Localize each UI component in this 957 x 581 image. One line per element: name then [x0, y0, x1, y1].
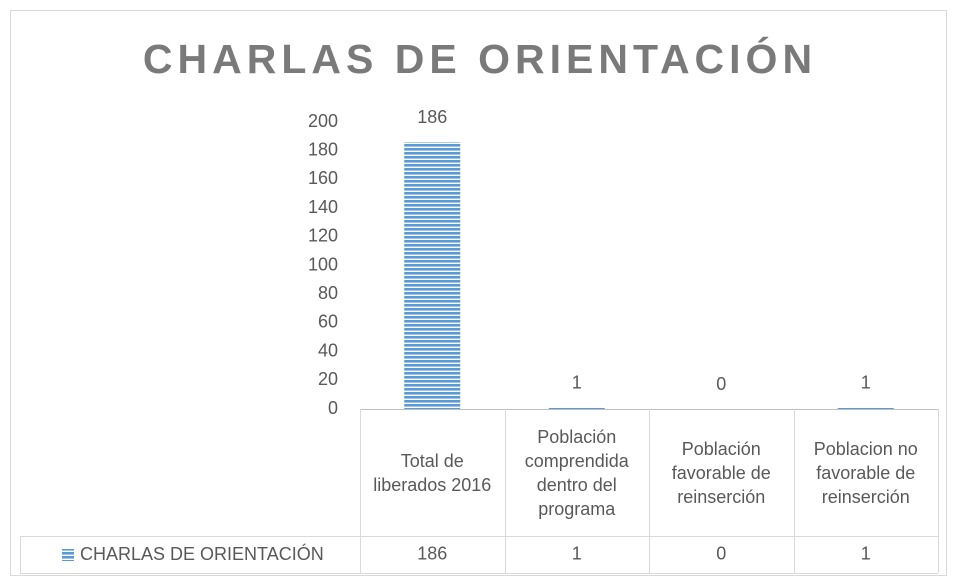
y-tick-label: 40	[318, 340, 338, 360]
table-value: 1	[572, 543, 582, 563]
table-value: 1	[861, 543, 871, 563]
x-tick-label: Población comprendida dentro del program…	[524, 426, 629, 519]
legend-label: CHARLAS DE ORIENTACIÓN	[80, 543, 324, 564]
y-tick-label: 200	[308, 111, 338, 131]
y-tick-label: 120	[308, 226, 338, 246]
y-tick-label: 180	[308, 139, 338, 159]
data-label: 1	[572, 372, 582, 392]
data-label: 186	[417, 107, 447, 127]
legend-key	[62, 549, 74, 561]
y-tick-label: 0	[328, 398, 338, 418]
bar	[404, 142, 461, 409]
y-tick-label: 20	[318, 369, 338, 389]
y-tick-label: 80	[318, 283, 338, 303]
y-tick-label: 140	[308, 197, 338, 217]
bar	[548, 407, 605, 409]
y-tick-label: 60	[318, 312, 338, 332]
table-value: 0	[716, 543, 726, 563]
y-tick-label: 160	[308, 168, 338, 188]
x-tick-label: Población favorable de reinserción	[671, 438, 771, 507]
x-tick-label: Poblacion no favorable de reinserción	[813, 438, 918, 507]
bar	[837, 407, 894, 409]
chart-title: CHARLAS DE ORIENTACIÓN	[143, 36, 817, 82]
y-tick-label: 100	[308, 254, 338, 274]
data-label: 0	[716, 374, 726, 394]
table-value: 186	[417, 543, 447, 563]
x-tick-label: Total de liberados 2016	[373, 450, 492, 495]
chart-border	[10, 10, 947, 576]
data-label: 1	[861, 372, 871, 392]
